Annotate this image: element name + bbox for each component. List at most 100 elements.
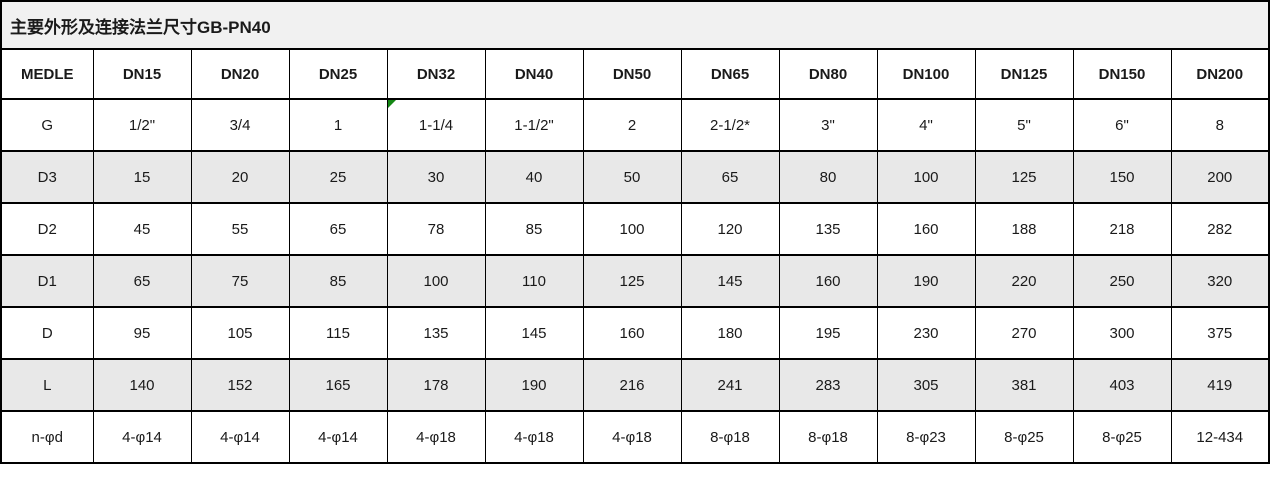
table-cell: 216 [582, 358, 682, 412]
table-cell: 20 [190, 150, 290, 204]
table-cell: 15 [92, 150, 192, 204]
row-label: D3 [0, 150, 94, 204]
table-cell: 5" [974, 98, 1074, 152]
column-header: DN100 [876, 48, 976, 100]
table-cell: 65 [680, 150, 780, 204]
table-cell: 375 [1170, 306, 1270, 360]
table-cell: 50 [582, 150, 682, 204]
table-cell: 45 [92, 202, 192, 256]
table-cell: 55 [190, 202, 290, 256]
table-cell: 282 [1170, 202, 1270, 256]
table-cell: 195 [778, 306, 878, 360]
table-title-row: 主要外形及连接法兰尺寸GB-PN40 [0, 0, 1270, 50]
table-cell: 4-φ14 [288, 410, 388, 464]
table-cell: 160 [582, 306, 682, 360]
table-cell: 85 [484, 202, 584, 256]
table-cell: 1-1/2" [484, 98, 584, 152]
table-row: G 1/2" 3/4 1 1-1/4 1-1/2" 2 2-1/2* 3" 4" 5" 6" 8 [0, 98, 1270, 152]
column-header: MEDLE [0, 48, 94, 100]
table-cell: 283 [778, 358, 878, 412]
table-cell: 300 [1072, 306, 1172, 360]
table-cell: 125 [974, 150, 1074, 204]
table-cell: 12-434 [1170, 410, 1270, 464]
table-cell: 4-φ14 [190, 410, 290, 464]
table-cell: 65 [288, 202, 388, 256]
table-cell: 95 [92, 306, 192, 360]
table-cell: 250 [1072, 254, 1172, 308]
column-header: DN150 [1072, 48, 1172, 100]
table-row: D3 15 20 25 30 40 50 65 80 100 125 150 200 [0, 150, 1270, 204]
flange-dimension-table: 主要外形及连接法兰尺寸GB-PN40 MEDLE DN15 DN20 DN25 DN32… [0, 0, 1270, 464]
table-cell: 4-φ18 [484, 410, 584, 464]
column-header: DN20 [190, 48, 290, 100]
column-header: DN125 [974, 48, 1074, 100]
table-cell: 178 [386, 358, 486, 412]
table-cell: 188 [974, 202, 1074, 256]
row-label: L [0, 358, 94, 412]
table-cell: 110 [484, 254, 584, 308]
table-cell: 270 [974, 306, 1074, 360]
column-header: DN200 [1170, 48, 1270, 100]
table-title: 主要外形及连接法兰尺寸GB-PN40 [0, 0, 1270, 50]
table-cell: 1-1/4 [386, 98, 486, 152]
table-header-row: MEDLE DN15 DN20 DN25 DN32 DN40 DN50 DN65 DN80 DN1… [0, 48, 1270, 100]
column-header: DN65 [680, 48, 780, 100]
table-cell: 180 [680, 306, 780, 360]
table-cell: 4-φ18 [582, 410, 682, 464]
column-header: DN40 [484, 48, 584, 100]
row-label: D2 [0, 202, 94, 256]
table-cell: 140 [92, 358, 192, 412]
table-cell: 4-φ18 [386, 410, 486, 464]
table-row: D2 45 55 65 78 85 100 120 135 160 188 218 282 [0, 202, 1270, 256]
table-cell: 25 [288, 150, 388, 204]
table-cell: 2-1/2* [680, 98, 780, 152]
table-cell: 403 [1072, 358, 1172, 412]
table-cell: 165 [288, 358, 388, 412]
column-header: DN50 [582, 48, 682, 100]
table-cell: 115 [288, 306, 388, 360]
table-cell: 3/4 [190, 98, 290, 152]
table-cell: 100 [876, 150, 976, 204]
row-label: n-φd [0, 410, 94, 464]
table-cell: 4-φ14 [92, 410, 192, 464]
table-cell: 145 [484, 306, 584, 360]
row-label: D [0, 306, 94, 360]
table-cell: 160 [778, 254, 878, 308]
table-cell: 75 [190, 254, 290, 308]
table-cell: 80 [778, 150, 878, 204]
table-cell: 381 [974, 358, 1074, 412]
table-cell: 8-φ25 [974, 410, 1074, 464]
table-cell: 200 [1170, 150, 1270, 204]
table-cell: 40 [484, 150, 584, 204]
table-cell: 120 [680, 202, 780, 256]
row-label: D1 [0, 254, 94, 308]
table-cell: 125 [582, 254, 682, 308]
table-cell: 4" [876, 98, 976, 152]
table-cell: 230 [876, 306, 976, 360]
table-cell: 30 [386, 150, 486, 204]
table-cell: 220 [974, 254, 1074, 308]
table-cell: 8-φ18 [680, 410, 780, 464]
column-header: DN25 [288, 48, 388, 100]
table-cell: 100 [582, 202, 682, 256]
table-cell: 320 [1170, 254, 1270, 308]
table-cell: 85 [288, 254, 388, 308]
column-header: DN32 [386, 48, 486, 100]
column-header: DN80 [778, 48, 878, 100]
table-cell: 3" [778, 98, 878, 152]
table-cell: 145 [680, 254, 780, 308]
column-header: DN15 [92, 48, 192, 100]
table-cell: 8-φ25 [1072, 410, 1172, 464]
table-cell: 135 [386, 306, 486, 360]
table-row: L 140 152 165 178 190 216 241 283 305 381 403 419 [0, 358, 1270, 412]
table-cell: 8-φ18 [778, 410, 878, 464]
table-cell: 78 [386, 202, 486, 256]
table-cell: 8 [1170, 98, 1270, 152]
table-row: D1 65 75 85 100 110 125 145 160 190 220 250 320 [0, 254, 1270, 308]
row-label: G [0, 98, 94, 152]
table-cell: 100 [386, 254, 486, 308]
excel-error-marker-icon [388, 101, 396, 108]
table-cell: 2 [582, 98, 682, 152]
table-cell: 1/2" [92, 98, 192, 152]
